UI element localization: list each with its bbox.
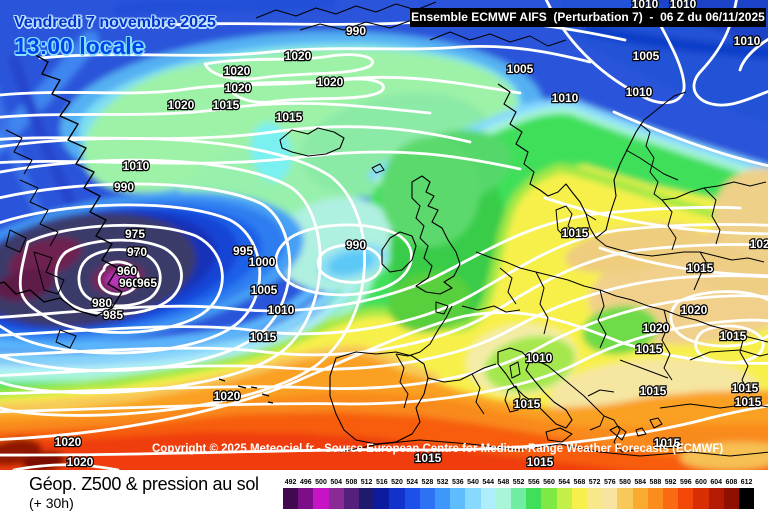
svg-text:1015: 1015: [687, 261, 714, 275]
svg-text:1005: 1005: [507, 62, 534, 76]
svg-text:1020: 1020: [67, 455, 94, 469]
svg-text:1015: 1015: [213, 98, 240, 112]
svg-text:1010: 1010: [123, 159, 150, 173]
svg-text:1015: 1015: [732, 381, 759, 395]
svg-text:1015: 1015: [720, 329, 747, 343]
svg-text:1005: 1005: [633, 49, 660, 63]
svg-text:990: 990: [114, 180, 134, 194]
svg-text:1010: 1010: [552, 91, 579, 105]
svg-text:995: 995: [233, 244, 253, 258]
svg-text:1015: 1015: [276, 110, 303, 124]
svg-text:980: 980: [92, 296, 112, 310]
svg-text:1010: 1010: [526, 351, 553, 365]
svg-text:1010: 1010: [734, 34, 761, 48]
svg-text:1010: 1010: [268, 303, 295, 317]
svg-text:1020: 1020: [643, 321, 670, 335]
svg-text:985: 985: [103, 308, 123, 322]
svg-text:1015: 1015: [562, 226, 589, 240]
svg-text:990: 990: [346, 238, 366, 252]
svg-text:1015: 1015: [527, 455, 554, 469]
svg-text:1005: 1005: [251, 283, 278, 297]
svg-text:1020: 1020: [317, 75, 344, 89]
svg-text:1020: 1020: [55, 435, 82, 449]
svg-text:1020: 1020: [224, 64, 251, 78]
svg-text:1015: 1015: [514, 397, 541, 411]
svg-text:1010: 1010: [626, 85, 653, 99]
svg-text:960: 960: [117, 264, 137, 278]
svg-text:965: 965: [137, 276, 157, 290]
svg-text:1020: 1020: [225, 81, 252, 95]
svg-text:1015: 1015: [640, 384, 667, 398]
svg-text:1015: 1015: [735, 395, 762, 409]
svg-text:960: 960: [119, 276, 139, 290]
svg-text:1015: 1015: [636, 342, 663, 356]
svg-text:1020: 1020: [681, 303, 708, 317]
svg-text:1020: 1020: [750, 237, 768, 251]
svg-text:1020: 1020: [168, 98, 195, 112]
svg-text:1015: 1015: [654, 436, 681, 450]
svg-text:1015: 1015: [250, 330, 277, 344]
svg-text:990: 990: [346, 24, 366, 38]
svg-text:1020: 1020: [285, 49, 312, 63]
svg-text:1000: 1000: [249, 255, 276, 269]
svg-text:970: 970: [127, 245, 147, 259]
svg-text:1020: 1020: [214, 389, 241, 403]
svg-text:975: 975: [125, 227, 145, 241]
svg-text:1015: 1015: [415, 451, 442, 465]
